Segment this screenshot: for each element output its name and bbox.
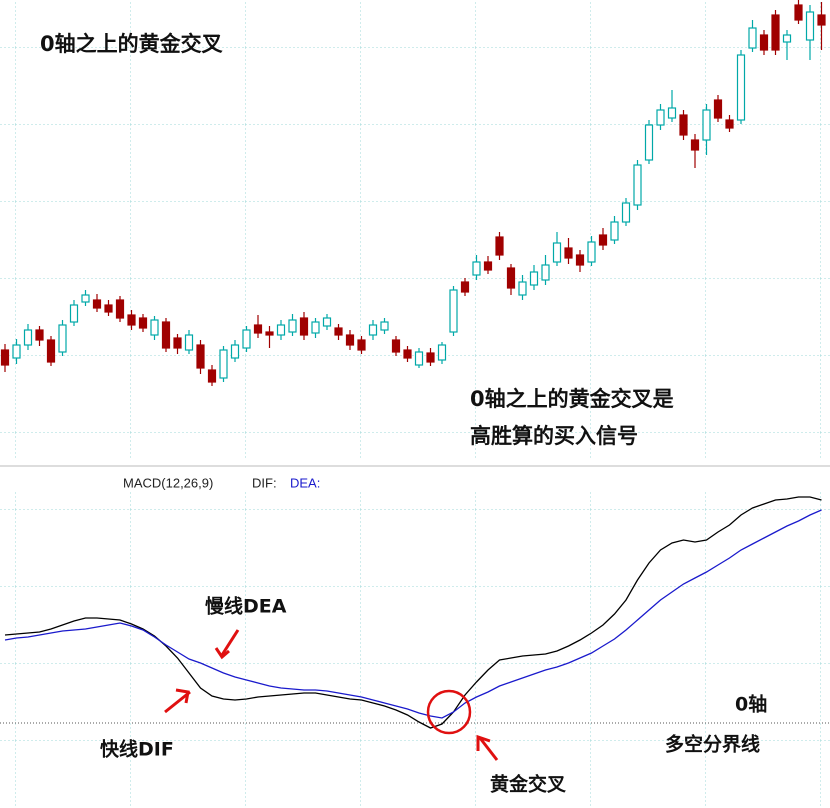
candle-body (771, 14, 780, 51)
candle-body (667, 107, 677, 119)
legend-entry: DEA: (290, 475, 320, 490)
candle-body (552, 242, 562, 263)
candle-body (610, 221, 619, 241)
candle-body (58, 324, 67, 353)
candle-body (633, 164, 642, 206)
candle-body (115, 299, 125, 319)
chart-title: 0轴之上的黄金交叉 (40, 32, 224, 56)
candle-body (184, 334, 194, 351)
candle-body (161, 321, 171, 349)
arrow-head (476, 734, 491, 751)
candle-body (794, 4, 803, 21)
arrow-head (214, 647, 230, 660)
candle-body (702, 109, 711, 141)
arrow (164, 690, 191, 714)
grid (0, 0, 830, 460)
candle-body (127, 314, 136, 326)
candle-body (322, 317, 332, 327)
candle-body (0, 349, 10, 366)
candle-body (12, 344, 21, 359)
candle-body (679, 114, 688, 136)
candle-body (23, 329, 33, 346)
candle-body (713, 99, 723, 119)
candle-body (644, 124, 654, 161)
macd-line (4, 496, 822, 729)
candle-body (207, 369, 217, 383)
candle-body (495, 236, 504, 256)
candle-body (506, 267, 516, 289)
candle-body (817, 14, 826, 26)
arrow-head (175, 688, 190, 704)
candle-body (311, 321, 320, 334)
candle-body (472, 261, 481, 276)
annotation: 0轴之上的黄金交叉是 (470, 387, 674, 411)
candle-body (380, 321, 389, 331)
annotation: 慢线DEA (205, 595, 287, 618)
macd-title: MACD(12,26,9) (123, 475, 213, 490)
candle-body (104, 304, 113, 313)
candle-body (575, 254, 585, 266)
candle-body (621, 202, 631, 223)
candle-body (460, 281, 470, 293)
candle-body (437, 344, 447, 361)
candle-body (391, 339, 401, 353)
candle-body (69, 304, 79, 323)
grid (0, 490, 830, 808)
candle-body (403, 349, 412, 359)
candle-body (81, 294, 90, 303)
annotation: 黄金交叉 (490, 773, 567, 796)
candle-body (805, 11, 815, 41)
legend-entry: DIF: (252, 475, 277, 490)
candle-body (276, 324, 286, 336)
candle-body (92, 299, 102, 309)
arrow (220, 629, 240, 656)
candle-body (414, 351, 424, 366)
candle-body (138, 317, 148, 329)
candle-body (230, 344, 240, 359)
candle-body (587, 241, 596, 263)
candle-body (483, 261, 493, 271)
candle-body (598, 234, 608, 246)
candle-body (368, 324, 378, 336)
macd-line (4, 509, 822, 719)
candle-body (345, 334, 355, 346)
candle-body (150, 319, 159, 336)
candle-body (219, 349, 228, 379)
candle-body (426, 352, 435, 363)
candle-body (196, 344, 205, 369)
candle-body (288, 319, 297, 333)
candle-body (35, 329, 44, 341)
candle-body (449, 289, 458, 333)
candle-body (759, 34, 769, 51)
candle-body (748, 27, 757, 49)
candle-body (541, 264, 550, 281)
candle-body (173, 337, 182, 349)
candle-body (736, 54, 746, 121)
candle-body (518, 281, 527, 296)
candle-body (357, 339, 366, 351)
candle-body (690, 139, 700, 151)
candle-body (299, 317, 309, 336)
candle-body (46, 339, 56, 363)
candle-body (253, 324, 263, 334)
candle-body (725, 119, 734, 129)
candle-body (782, 34, 792, 43)
candle-body (242, 329, 251, 349)
candle-body (265, 331, 274, 336)
arrows (164, 629, 499, 761)
marks (0, 0, 830, 729)
cross-circle (426, 689, 472, 735)
arrow (478, 737, 499, 761)
candle-body (529, 271, 539, 286)
annotation: 0轴 (735, 693, 767, 716)
candle-body (334, 327, 343, 336)
annotation: 快线DIF (100, 738, 174, 761)
annotation: 多空分界线 (665, 733, 760, 756)
candle-body (564, 247, 573, 259)
candle-body (656, 109, 665, 126)
annotation: 高胜算的买入信号 (470, 424, 638, 448)
